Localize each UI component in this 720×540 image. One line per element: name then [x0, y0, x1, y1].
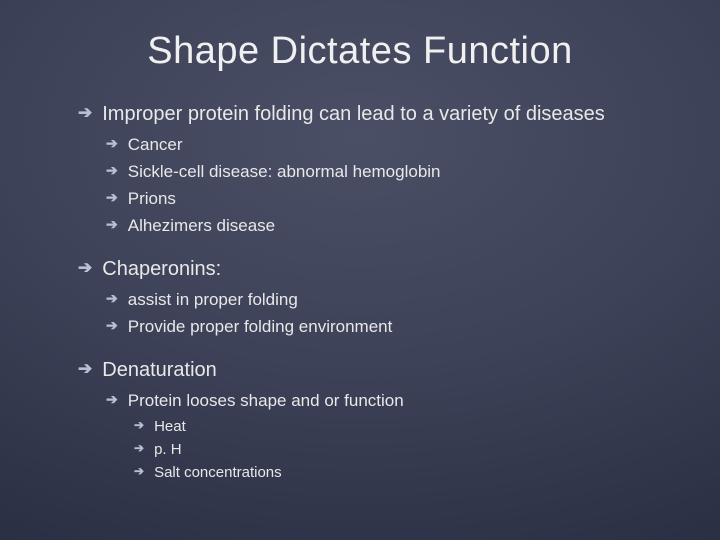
arrow-icon: ➔	[106, 136, 118, 150]
lvl3-item: ➔ p. H	[50, 440, 670, 460]
arrow-icon: ➔	[134, 465, 144, 477]
lvl1-text: Improper protein folding can lead to a v…	[102, 101, 605, 128]
lvl2-item: ➔ Alhezimers disease	[50, 215, 670, 238]
lvl3-item: ➔ Salt concentrations	[50, 463, 670, 483]
lvl2-item: ➔ Protein looses shape and or function	[50, 390, 670, 413]
arrow-icon: ➔	[78, 259, 92, 276]
lvl3-text: p. H	[154, 440, 182, 460]
lvl2-text: assist in proper folding	[128, 289, 298, 312]
bullet-block-1: ➔ Improper protein folding can lead to a…	[50, 101, 670, 238]
lvl1-text: Denaturation	[102, 357, 217, 384]
lvl2-text: Prions	[128, 188, 176, 211]
arrow-icon: ➔	[106, 163, 118, 177]
lvl2-item: ➔ Provide proper folding environment	[50, 316, 670, 339]
lvl1-item: ➔ Chaperonins:	[50, 256, 670, 283]
lvl3-item: ➔ Heat	[50, 417, 670, 437]
lvl2-text: Sickle-cell disease: abnormal hemoglobin	[128, 161, 441, 184]
lvl3-text: Heat	[154, 417, 186, 437]
lvl2-item: ➔ assist in proper folding	[50, 289, 670, 312]
lvl3-text: Salt concentrations	[154, 463, 282, 483]
bullet-block-2: ➔ Chaperonins: ➔ assist in proper foldin…	[50, 256, 670, 339]
lvl2-item: ➔ Cancer	[50, 134, 670, 157]
arrow-icon: ➔	[106, 291, 118, 305]
lvl2-text: Provide proper folding environment	[128, 316, 393, 339]
arrow-icon: ➔	[78, 104, 92, 121]
arrow-icon: ➔	[106, 217, 118, 231]
lvl2-text: Protein looses shape and or function	[128, 390, 404, 413]
arrow-icon: ➔	[106, 190, 118, 204]
lvl1-item: ➔ Improper protein folding can lead to a…	[50, 101, 670, 128]
lvl2-item: ➔ Prions	[50, 188, 670, 211]
arrow-icon: ➔	[134, 442, 144, 454]
arrow-icon: ➔	[78, 360, 92, 377]
lvl2-text: Alhezimers disease	[128, 215, 275, 238]
lvl1-text: Chaperonins:	[102, 256, 221, 283]
arrow-icon: ➔	[106, 318, 118, 332]
bullet-block-3: ➔ Denaturation ➔ Protein looses shape an…	[50, 357, 670, 484]
arrow-icon: ➔	[106, 392, 118, 406]
slide-container: Shape Dictates Function ➔ Improper prote…	[0, 0, 720, 540]
arrow-icon: ➔	[134, 419, 144, 431]
slide-title: Shape Dictates Function	[50, 30, 670, 73]
lvl1-item: ➔ Denaturation	[50, 357, 670, 384]
lvl2-item: ➔ Sickle-cell disease: abnormal hemoglob…	[50, 161, 670, 184]
lvl2-text: Cancer	[128, 134, 183, 157]
